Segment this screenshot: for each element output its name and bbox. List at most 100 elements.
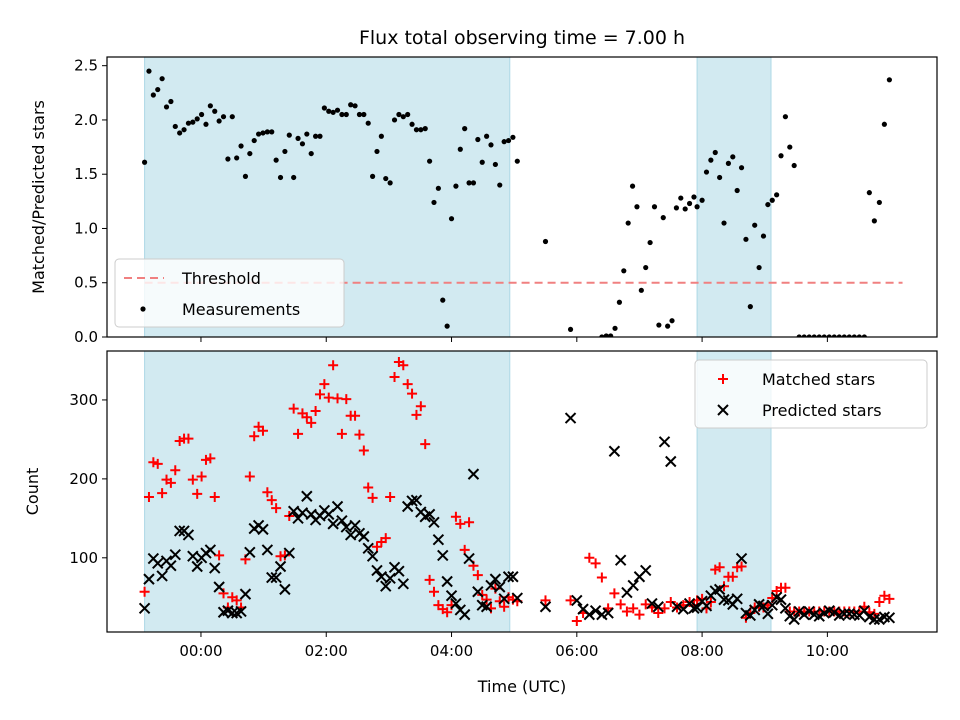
chart-title: Flux total observing time = 7.00 h: [359, 27, 685, 49]
data-point: [861, 334, 867, 337]
data-point: [472, 570, 483, 581]
data-point: [269, 129, 275, 135]
data-point: [287, 505, 300, 517]
data-point: [317, 133, 323, 139]
data-point: [251, 137, 257, 144]
data-point: [358, 445, 369, 456]
data-point: [614, 554, 627, 566]
data-point: [400, 114, 406, 120]
data-point: [378, 133, 384, 139]
data-point: [435, 185, 441, 191]
data-point: [871, 218, 877, 224]
data-point: [354, 429, 365, 440]
data-point: [480, 601, 493, 613]
data-point: [257, 523, 269, 536]
data-point: [647, 239, 653, 246]
data-point: [312, 133, 319, 139]
data-point: [866, 190, 872, 196]
data-point: [143, 573, 155, 585]
data-point: [467, 468, 480, 480]
data-point: [479, 159, 485, 165]
data-point: [455, 518, 466, 529]
data-point: [204, 544, 217, 556]
data-point: [571, 594, 583, 607]
data-point: [366, 550, 379, 562]
data-point: [150, 92, 156, 98]
data-point: [310, 405, 321, 416]
data-point: [428, 516, 440, 528]
data-point: [463, 552, 475, 565]
data-point: [231, 595, 242, 606]
data-point: [656, 322, 662, 328]
data-point: [584, 552, 595, 563]
data-point: [402, 379, 413, 390]
data-point: [780, 582, 791, 593]
data-point: [367, 492, 378, 503]
data-point: [349, 519, 361, 532]
data-point: [884, 593, 895, 604]
data-point: [331, 500, 344, 513]
data-point: [691, 194, 697, 200]
data-point: [665, 455, 677, 468]
data-point: [730, 154, 736, 160]
data-point: [348, 102, 354, 108]
data-point: [418, 127, 424, 133]
data-point: [788, 613, 800, 626]
data-point: [370, 173, 376, 179]
data-point: [846, 334, 852, 337]
data-point: [319, 379, 330, 390]
data-point: [365, 120, 371, 126]
y-tick-label: 1.5: [74, 165, 98, 183]
ratio-points: [141, 68, 892, 337]
data-point: [389, 372, 400, 383]
ratio-panel: 0.0 0.5 1.0 1.5 2.0 2.5 Matched/Predicted star…: [29, 56, 938, 346]
data-point: [358, 530, 370, 543]
data-point: [282, 148, 288, 155]
data-point: [209, 562, 221, 574]
data-point: [308, 150, 314, 157]
data-point: [155, 86, 161, 93]
data-point: [876, 199, 882, 206]
legend: Matched stars Predicted stars: [694, 359, 928, 429]
data-point: [190, 119, 196, 125]
data-point: [235, 605, 247, 618]
data-point: [301, 412, 312, 423]
data-point: [423, 508, 436, 521]
data-point: [405, 111, 411, 118]
data-point: [170, 465, 181, 476]
data-point: [391, 117, 398, 123]
data-point: [239, 588, 252, 600]
data-point: [629, 183, 636, 189]
data-point: [375, 571, 388, 583]
data-point: [207, 103, 213, 109]
data-point: [413, 127, 420, 133]
data-point: [159, 76, 165, 82]
data-point: [589, 604, 602, 617]
data-point: [198, 111, 205, 118]
data-point: [539, 601, 552, 613]
data-point: [440, 297, 446, 303]
data-point: [798, 608, 810, 621]
shaded-interval: [144, 350, 511, 633]
legend-marker: [717, 404, 729, 416]
data-point: [775, 593, 787, 606]
data-point: [323, 392, 334, 403]
data-point: [727, 571, 738, 582]
data-point: [686, 200, 693, 207]
data-point: [321, 105, 327, 111]
data-point: [608, 333, 614, 337]
legend-box: [114, 258, 345, 328]
data-point: [196, 471, 207, 482]
data-point: [747, 304, 753, 310]
data-point: [152, 557, 164, 570]
data-point: [721, 220, 727, 226]
data-point: [288, 403, 299, 414]
data-point: [678, 195, 684, 201]
legend-box: [694, 359, 928, 429]
data-point: [734, 187, 740, 194]
data-point: [157, 488, 168, 499]
data-point: [229, 114, 235, 120]
data-point: [257, 425, 268, 436]
data-point: [505, 137, 512, 144]
data-point: [441, 575, 453, 588]
